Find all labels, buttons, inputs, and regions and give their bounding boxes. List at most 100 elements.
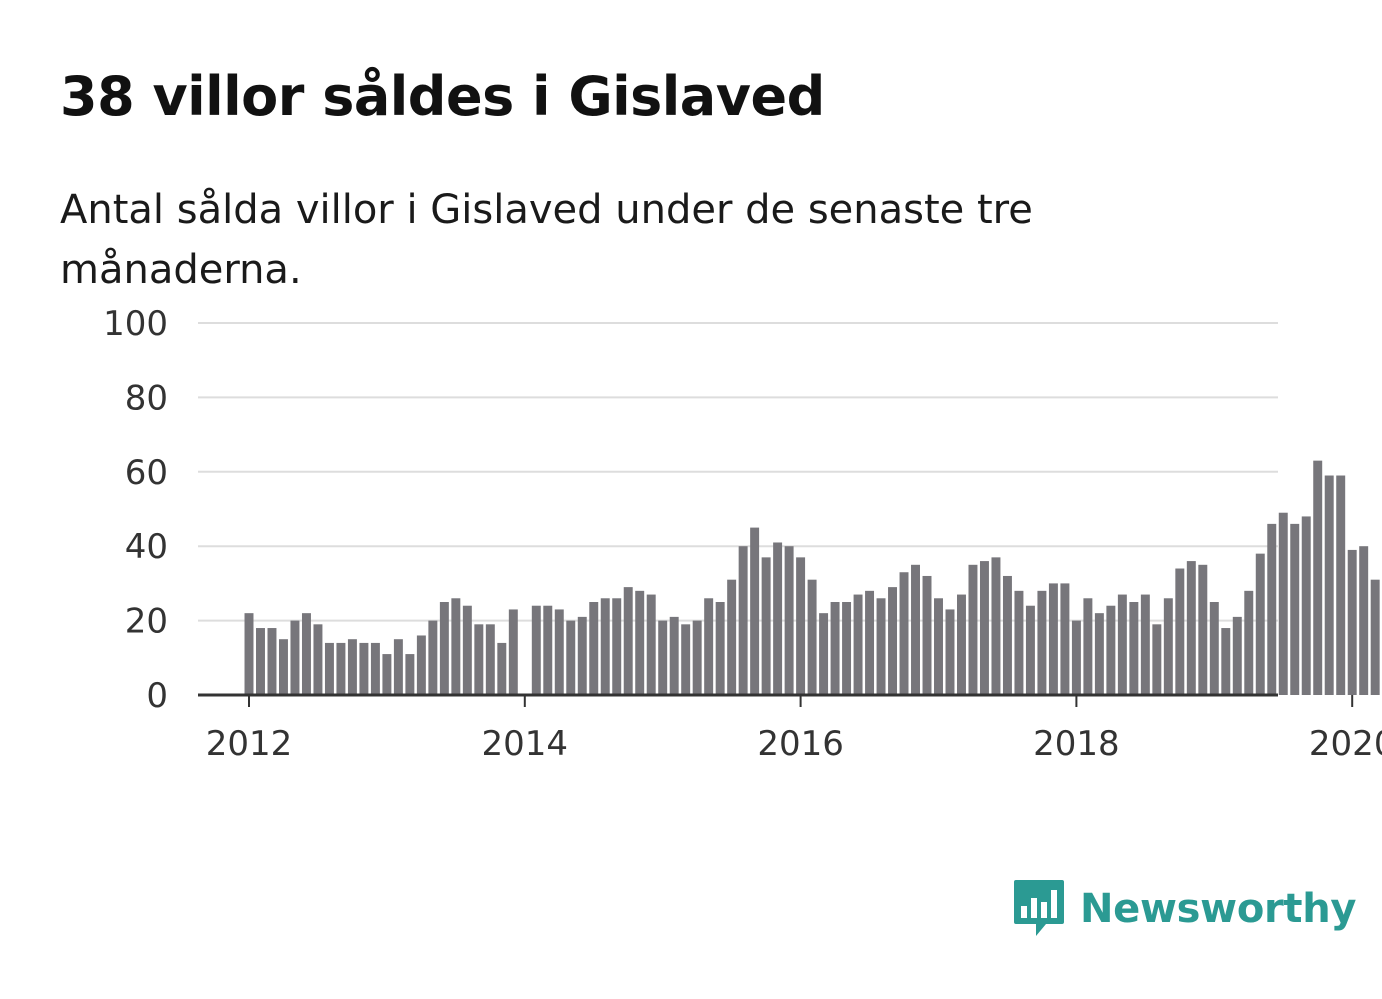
bar	[911, 564, 920, 695]
bar	[819, 613, 829, 695]
x-tick-label-2020: 2020	[1309, 724, 1382, 764]
bar	[554, 609, 564, 695]
bar	[888, 587, 898, 695]
y-tick-label-0: 0	[146, 676, 168, 716]
bar	[865, 590, 875, 695]
bar	[1186, 561, 1196, 695]
bar	[922, 575, 932, 695]
bar	[1278, 512, 1288, 695]
bar	[899, 572, 909, 695]
x-axis: 20122014201620182020202220242026	[206, 695, 1382, 764]
bar	[968, 564, 978, 695]
bar	[681, 624, 691, 695]
bar	[1267, 523, 1277, 695]
bar	[1301, 516, 1311, 695]
bar	[979, 561, 989, 695]
bar	[382, 654, 392, 695]
bar	[497, 642, 507, 695]
bar	[796, 557, 806, 695]
bar	[244, 613, 254, 695]
y-tick-label-20: 20	[125, 602, 168, 642]
bar	[1255, 553, 1265, 695]
bar	[313, 624, 323, 695]
bar	[612, 598, 622, 695]
bar	[1347, 549, 1357, 695]
bar	[934, 598, 943, 695]
gridlines	[198, 322, 1278, 622]
bar	[278, 639, 288, 695]
bar	[1244, 590, 1254, 695]
brand-name: Newsworthy	[1080, 886, 1357, 932]
x-tick-label-2012: 2012	[206, 724, 293, 764]
bar	[336, 642, 346, 695]
bar	[1336, 475, 1346, 695]
bar	[991, 557, 1001, 695]
bar	[508, 609, 518, 695]
bar	[1175, 568, 1185, 695]
bar	[658, 620, 668, 695]
bar	[589, 602, 599, 695]
bar	[669, 616, 679, 695]
y-axis: 0 20 40 60 80 100	[103, 304, 168, 716]
bar	[1048, 583, 1058, 695]
chart-subtitle: Antal sålda villor i Gislaved under de s…	[60, 187, 1033, 293]
bar	[301, 613, 311, 695]
bar	[485, 624, 495, 695]
bar	[1198, 564, 1208, 695]
x-tick-label-2016: 2016	[757, 724, 844, 764]
bar	[405, 654, 415, 695]
bar	[1014, 590, 1024, 695]
bar	[416, 635, 426, 695]
bar	[1359, 546, 1369, 695]
bar-chart-speech-bubble-icon	[1014, 880, 1064, 936]
bar	[1060, 583, 1070, 695]
bar	[1083, 598, 1093, 695]
bar	[1140, 594, 1150, 695]
y-tick-label-60: 60	[125, 453, 168, 493]
bar	[750, 527, 760, 695]
newsworthy-logo: Newsworthy	[1012, 878, 1357, 940]
bar	[577, 616, 587, 695]
bar	[1163, 598, 1173, 695]
bar	[474, 624, 484, 695]
bar	[1117, 594, 1127, 695]
bar	[1071, 620, 1081, 695]
bar	[393, 639, 403, 695]
bar	[462, 605, 472, 695]
bar	[727, 579, 737, 695]
bar	[1232, 616, 1242, 695]
bar	[738, 546, 748, 695]
bar	[267, 628, 277, 695]
bar	[957, 594, 966, 695]
bar	[1313, 460, 1323, 695]
bar	[784, 546, 794, 695]
bar	[451, 598, 461, 695]
bar	[600, 598, 610, 695]
bar	[439, 602, 449, 695]
bar	[1209, 602, 1219, 695]
bar	[1094, 613, 1104, 695]
bar	[704, 598, 714, 695]
x-tick-label-2014: 2014	[482, 724, 569, 764]
bar	[773, 542, 783, 695]
bar	[945, 609, 955, 695]
bar	[692, 620, 702, 695]
bar	[1025, 605, 1035, 695]
bar	[324, 642, 334, 695]
bar	[876, 598, 886, 695]
x-tick-label-2018: 2018	[1033, 724, 1120, 764]
bar	[635, 590, 645, 695]
bar	[623, 587, 633, 695]
bar	[359, 642, 369, 695]
bar	[566, 620, 576, 695]
bar	[646, 594, 656, 695]
bar	[1129, 602, 1139, 695]
y-tick-label-80: 80	[125, 378, 168, 418]
bar	[531, 605, 541, 695]
bar	[290, 620, 300, 695]
bar	[830, 602, 840, 695]
bar	[347, 639, 357, 695]
bar	[807, 579, 817, 695]
bar	[543, 605, 553, 695]
